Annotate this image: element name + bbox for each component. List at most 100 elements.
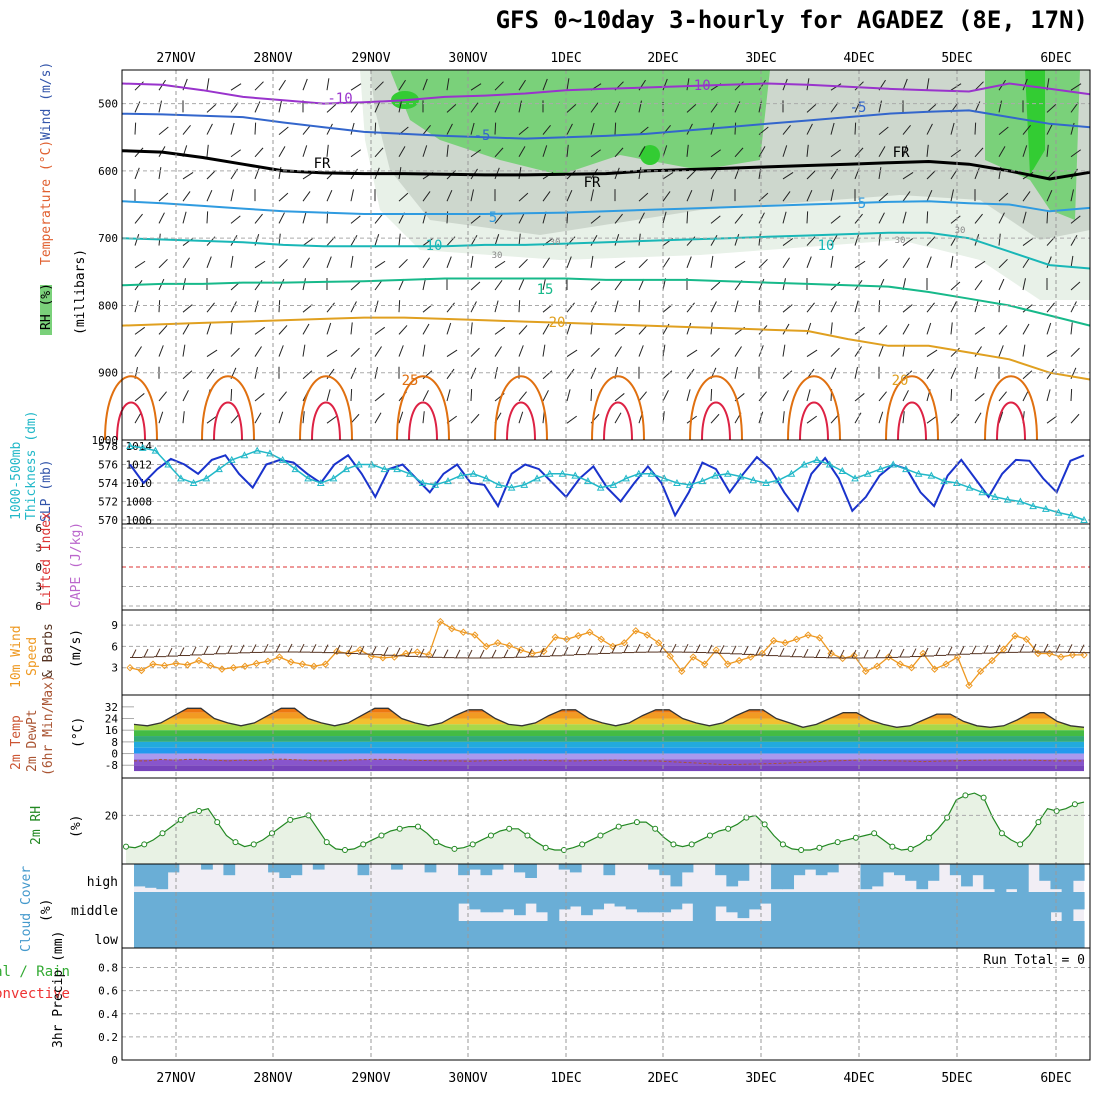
slp-marker xyxy=(838,466,847,474)
wind-barb xyxy=(782,390,789,402)
wind-marker xyxy=(1022,635,1031,644)
wind-barb xyxy=(710,255,714,268)
cloud-bar xyxy=(815,864,828,876)
wind-barb xyxy=(254,81,264,91)
wind-barb xyxy=(806,256,812,268)
rh2m-marker xyxy=(360,841,367,848)
rh2m-marker xyxy=(944,814,951,821)
wind-barb xyxy=(230,413,240,424)
wind-barb xyxy=(422,278,426,291)
wind-barb xyxy=(854,234,860,246)
wind-barb xyxy=(182,172,194,180)
y-tick-label: 20 xyxy=(105,809,118,822)
series-slp xyxy=(129,445,1085,521)
wind-barb xyxy=(902,390,909,402)
wind-barb xyxy=(398,411,404,424)
cloud-bar xyxy=(849,892,862,921)
wind-barb xyxy=(1022,370,1033,380)
rh2m-marker xyxy=(688,841,695,848)
isotherm-25 xyxy=(299,375,353,441)
cloud-bar xyxy=(245,892,258,921)
cloud-bar xyxy=(961,921,973,948)
wind-barb xyxy=(470,301,477,313)
cloud-bar xyxy=(793,864,806,876)
cloud-bar xyxy=(614,921,627,948)
rh2m-marker xyxy=(706,832,713,839)
wind-barb xyxy=(542,78,548,91)
wind-barb xyxy=(230,215,241,224)
wind-barb xyxy=(1046,211,1049,224)
contour-label: 5 xyxy=(858,196,866,212)
wind10m-label: Speed xyxy=(25,637,40,676)
wind-barb xyxy=(446,103,457,113)
cloud-bar xyxy=(256,921,269,948)
wind-barb xyxy=(134,300,139,313)
cloud-bar xyxy=(771,864,783,890)
wind-barb xyxy=(710,281,721,291)
cloud-bar xyxy=(905,892,917,921)
cloud-bar xyxy=(156,921,169,948)
cloud-bar xyxy=(804,892,817,921)
rh2m-marker xyxy=(798,846,805,853)
wind-barb xyxy=(998,100,1002,113)
wind-barb xyxy=(302,411,305,424)
slp-marker xyxy=(787,469,796,477)
cloud-bar xyxy=(134,921,146,948)
wind-marker xyxy=(643,631,651,639)
wind-barb xyxy=(230,301,237,313)
wind-barb xyxy=(1022,278,1026,291)
wind-barb xyxy=(950,255,954,268)
surface-barb xyxy=(251,644,257,653)
wind-barb xyxy=(1070,301,1077,313)
cloud-bar xyxy=(435,892,448,921)
surface-barb xyxy=(803,648,809,658)
wind-barb xyxy=(614,122,617,135)
cloud-bar xyxy=(983,892,996,921)
cloud-bar xyxy=(938,892,951,921)
cloud-bar xyxy=(771,921,783,948)
wind-barb xyxy=(566,123,573,135)
wind-barb xyxy=(230,149,242,158)
cloud-bar xyxy=(514,864,526,873)
wind-barb xyxy=(734,167,740,180)
wind-barb xyxy=(398,345,404,357)
wind-barb xyxy=(878,278,885,291)
cloud-bar xyxy=(726,921,739,948)
cloud-bar xyxy=(793,921,806,948)
wind-marker xyxy=(620,639,628,647)
slp-marker xyxy=(316,478,325,486)
cloud-bar xyxy=(279,921,292,948)
wind-barb xyxy=(998,126,1009,135)
wind-barb xyxy=(134,393,145,402)
y-tick-label: 24 xyxy=(105,713,119,726)
y-tick-label: 8 xyxy=(111,736,118,749)
rh2m-marker xyxy=(1035,819,1042,826)
wind-barb xyxy=(638,258,648,269)
rh2m-marker xyxy=(980,794,987,801)
wind-barb xyxy=(446,302,455,313)
surface-barb xyxy=(779,647,785,657)
cloud-bar xyxy=(212,921,225,948)
wind-barb xyxy=(758,233,761,246)
wind-marker xyxy=(287,658,295,666)
wind-barb xyxy=(854,346,862,357)
surface-barb xyxy=(623,644,629,653)
y-tick-label-right: 1014 xyxy=(126,440,153,453)
wind-marker xyxy=(137,666,146,675)
slp-marker xyxy=(304,474,312,482)
wind-barb xyxy=(1022,390,1029,402)
wind-barb xyxy=(686,349,698,358)
surface-barb xyxy=(275,643,281,653)
slp-marker xyxy=(405,469,414,477)
cloud-bar xyxy=(1005,864,1018,890)
y-tick-label-right: 1008 xyxy=(126,496,153,509)
wind-barb xyxy=(998,233,1001,246)
surface-barb xyxy=(1055,643,1061,653)
cloud-bar xyxy=(692,921,705,948)
cloud-level-label: middle xyxy=(71,904,118,919)
wind-barb xyxy=(1070,234,1078,246)
wind-barb xyxy=(566,389,571,402)
wind-barb xyxy=(830,255,834,268)
wind-barb xyxy=(782,191,791,202)
wind-barb xyxy=(662,370,673,380)
